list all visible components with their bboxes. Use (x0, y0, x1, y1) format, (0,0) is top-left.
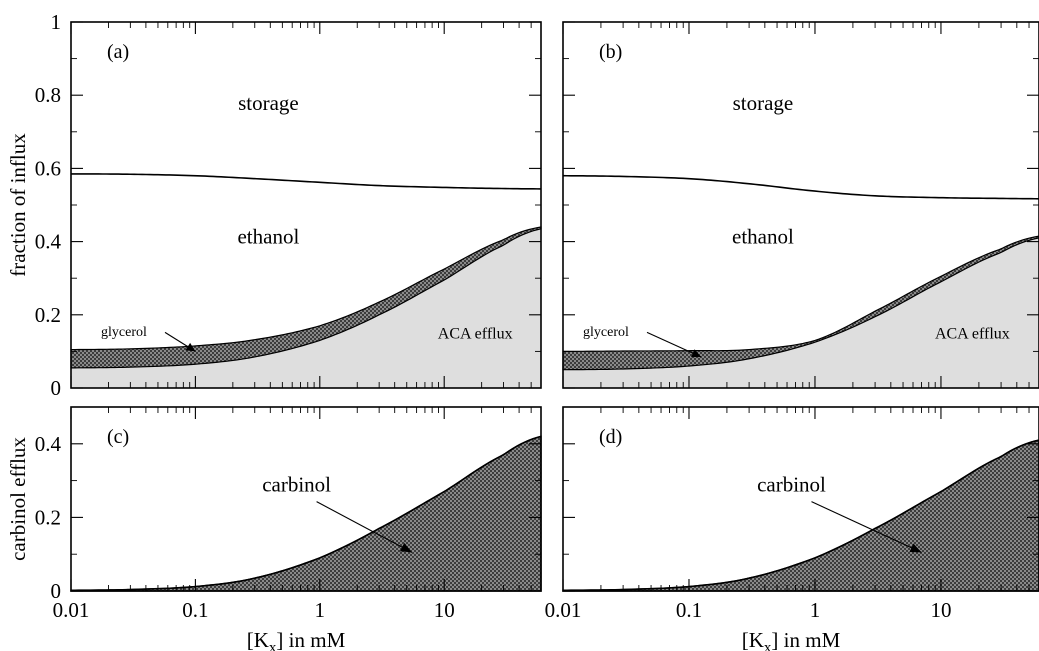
x-tick-label: 1 (810, 598, 821, 622)
glycerol-label: glycerol (583, 325, 629, 340)
ethanol-label: ethanol (237, 224, 299, 248)
carbinol-arrowhead (399, 543, 412, 553)
aca-efflux-label: ACA efflux (935, 326, 1010, 343)
carbinol-curve (562, 439, 1039, 592)
carbinol-area (70, 435, 542, 592)
glycerol-band (562, 235, 1039, 371)
carbinol-label: carbinol (757, 473, 826, 497)
glycerol-arrowhead (185, 342, 196, 352)
y-tick-label: 0.2 (35, 303, 61, 327)
y-tick-label: 0.4 (35, 432, 62, 456)
y-tick-label: 1 (51, 10, 62, 34)
aca-efflux-area (71, 228, 541, 388)
x-tick-label: 0.01 (545, 598, 582, 622)
panel-a: storage ethanol ACA efflux glycerol 0 0.2 0.4 0… (6, 10, 542, 400)
panel-label: (a) (107, 41, 129, 63)
glycerol-arrow (646, 331, 702, 358)
plot-frame (70, 406, 542, 592)
x-tick-label: 10 (930, 598, 951, 622)
glycerol-arrowhead (691, 349, 701, 358)
plot-frame (562, 406, 1039, 592)
carbinol-arrowhead (909, 543, 922, 553)
x-tick-label: 10 (434, 598, 455, 622)
x-axis-label: [Kx] in mM (247, 628, 346, 651)
x-axis-label: [Kx] in mM (742, 628, 841, 651)
x-tick-label: 0.1 (676, 598, 702, 622)
y-tick-label: 0 (51, 579, 62, 603)
carbinol-arrow (811, 501, 922, 553)
carbinol-arrow (316, 501, 413, 553)
y-tick-label: 0 (51, 376, 62, 400)
ethanol-storage-boundary (70, 173, 542, 190)
y-tick-label: 0.4 (35, 230, 62, 254)
panel-label: (d) (599, 426, 622, 448)
x-tick-label: 1 (315, 598, 326, 622)
panel-label: (c) (107, 426, 129, 448)
panel-c: carbinol 0.01 0.1 1 10 0 0.2 0.4 (c) carbinol eff… (6, 406, 542, 651)
glycerol-label: glycerol (101, 325, 147, 340)
storage-label: storage (733, 91, 794, 115)
y-axis-label: fraction of influx (6, 133, 30, 277)
y-axis-label: carbinol efflux (6, 437, 30, 561)
storage-label: storage (238, 91, 299, 115)
ethanol-label: ethanol (732, 224, 794, 248)
carbinol-area (562, 439, 1039, 592)
y-tick-label: 0.8 (35, 83, 61, 107)
carbinol-curve (70, 435, 542, 592)
y-tick-label: 0.6 (35, 156, 61, 180)
panel-d: carbinol 0.01 0.1 1 10 (d) [Kx] in mM (545, 406, 1039, 651)
aca-efflux-area (563, 237, 1039, 388)
panel-b: storage ethanol ACA efflux glycerol (b) (562, 21, 1039, 389)
aca-efflux-label: ACA efflux (438, 326, 513, 343)
x-tick-label: 0.01 (53, 598, 90, 622)
y-tick-label: 0.2 (35, 505, 61, 529)
x-tick-label: 0.1 (182, 598, 208, 622)
carbinol-label: carbinol (262, 473, 331, 497)
panel-label: (b) (599, 41, 622, 63)
ethanol-storage-boundary (562, 174, 1039, 200)
